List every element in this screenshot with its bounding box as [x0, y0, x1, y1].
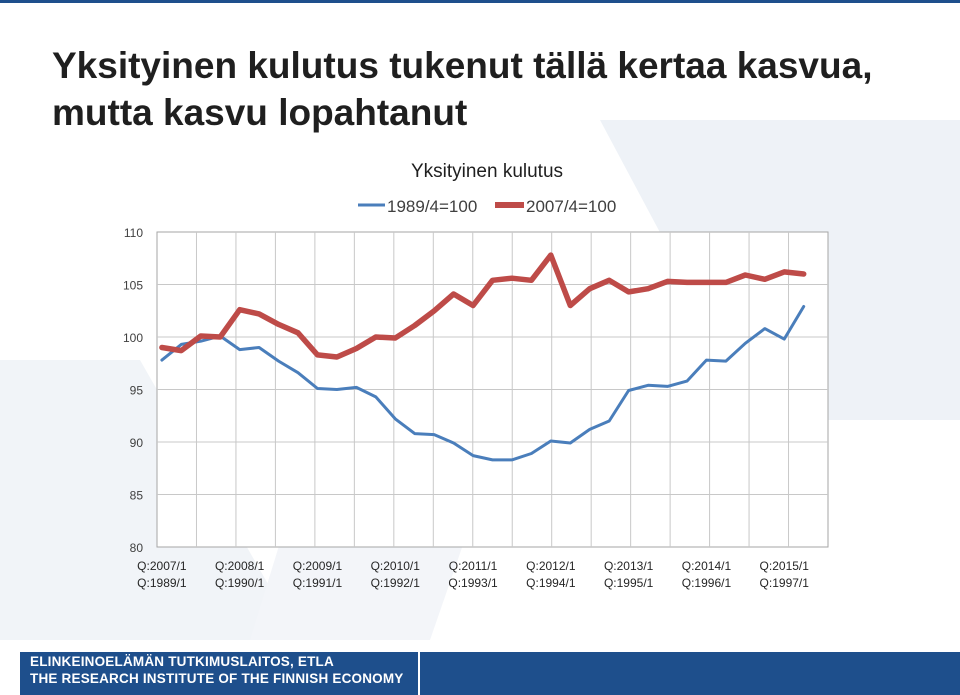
series-line-blue: [160, 305, 806, 462]
y-tick-label: 80: [130, 541, 144, 555]
legend: 1989/4=100 2007/4=100: [358, 197, 616, 216]
x-tick-label: Q:2008/1: [215, 559, 265, 573]
x-tick-label: Q:2012/1: [526, 559, 576, 573]
x-tick-label: Q:1991/1: [293, 576, 343, 590]
x-tick-label: Q:2014/1: [682, 559, 732, 573]
y-tick-label: 85: [130, 489, 144, 503]
y-tick-label: 105: [123, 279, 143, 293]
x-tick-label: Q:2009/1: [293, 559, 343, 573]
x-axis-tick-labels: Q:2007/1 Q:1989/1 Q:2008/1 Q:1990/1 Q:2009/1…: [137, 559, 809, 590]
consumption-line-chart: 80 85 90 95 100 105 110 Q:2007/1 Q:1989/1 Q:2008…: [123, 161, 829, 590]
slide-title: Yksityinen kulutus tukenut tällä kertaa …: [52, 45, 873, 133]
footer-band-left: [20, 652, 418, 695]
x-tick-label: Q:2010/1: [371, 559, 421, 573]
x-tick-label: Q:1997/1: [760, 576, 810, 590]
y-tick-label: 90: [130, 436, 144, 450]
top-accent-bar: [0, 0, 960, 3]
x-tick-label: Q:1995/1: [604, 576, 654, 590]
x-tick-label: Q:2015/1: [760, 559, 810, 573]
footer-institute-fi: ELINKEINOELÄMÄN TUTKIMUSLAITOS, ETLA: [30, 654, 334, 669]
x-tick-label: Q:2007/1: [137, 559, 187, 573]
vertical-gridlines: [195, 232, 790, 547]
x-tick-label: Q:1994/1: [526, 576, 576, 590]
series-lines: [159, 252, 807, 462]
y-axis-tick-labels: 80 85 90 95 100 105 110: [123, 226, 143, 555]
legend-label-blue: 1989/4=100: [387, 197, 477, 216]
legend-label-red: 2007/4=100: [526, 197, 616, 216]
footer-band-right: [420, 652, 960, 695]
y-tick-label: 100: [123, 331, 143, 345]
x-tick-label: Q:1992/1: [371, 576, 421, 590]
footer-institute-en: THE RESEARCH INSTITUTE OF THE FINNISH EC…: [30, 671, 404, 686]
x-tick-label: Q:2013/1: [604, 559, 654, 573]
x-tick-label: Q:1993/1: [448, 576, 498, 590]
chart-title: Yksityinen kulutus: [411, 161, 563, 182]
x-tick-label: Q:1990/1: [215, 576, 265, 590]
y-tick-label: 95: [130, 384, 144, 398]
x-tick-label: Q:2011/1: [449, 559, 498, 573]
x-tick-label: Q:1996/1: [682, 576, 732, 590]
y-tick-label: 110: [124, 226, 143, 240]
series-line-red: [159, 252, 807, 360]
x-tick-label: Q:1989/1: [137, 576, 187, 590]
